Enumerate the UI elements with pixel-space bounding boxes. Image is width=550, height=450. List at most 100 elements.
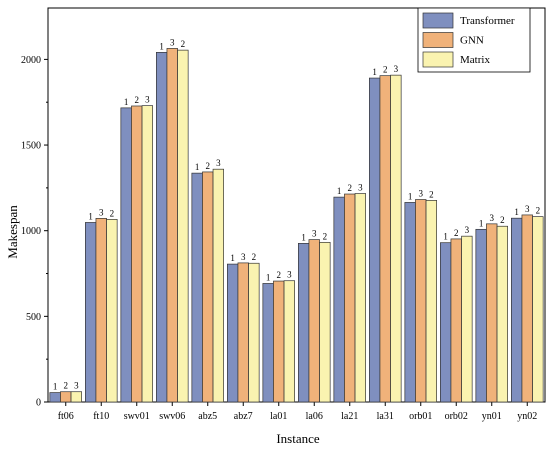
bar-transformer-orb02 — [440, 242, 452, 403]
bar-matrix-yn02 — [532, 216, 544, 403]
rank-label: 1 — [372, 67, 377, 77]
rank-label: 2 — [64, 381, 69, 391]
rank-label: 2 — [277, 270, 282, 280]
x-tick-label-yn02: yn02 — [517, 411, 537, 422]
bar-gnn-abz7 — [237, 262, 249, 403]
rank-label: 2 — [110, 208, 115, 218]
bar-matrix-orb01 — [425, 200, 437, 403]
y-tick-label: 1000 — [21, 226, 41, 237]
bar-matrix-swv06 — [177, 49, 189, 403]
bar-matrix-la01 — [283, 280, 295, 403]
rank-label: 3 — [490, 213, 495, 223]
bars: 1 2 31 3 21 2 31 3 21 2 31 3 21 2 31 3 21 2 31 2 31 3 21 2 313 21… — [49, 37, 544, 403]
rank-label: 1 — [443, 232, 448, 242]
rank-label: 1 — [514, 207, 519, 217]
bar-matrix-yn01 — [496, 225, 508, 403]
legend-swatch-matrix — [422, 51, 454, 68]
bar-transformer-orb01 — [404, 202, 416, 403]
bar-transformer-ft10 — [84, 222, 97, 403]
y-tick-label: 500 — [26, 312, 41, 323]
rank-label: 1 — [337, 186, 342, 196]
x-tick-label-orb01: orb01 — [409, 411, 432, 422]
bar-gnn-yn02 — [521, 214, 533, 403]
plot-frame — [47, 7, 546, 403]
rank-label: 3 — [394, 64, 399, 74]
x-tick-label-la06: la06 — [306, 411, 323, 422]
bar-gnn-la21 — [344, 193, 356, 403]
x-tick-label-abz5: abz5 — [198, 411, 217, 422]
legend-swatch-transformer — [422, 12, 454, 29]
bar-matrix-swv01 — [141, 105, 154, 403]
rank-label: 3 — [99, 207, 104, 217]
bar-transformer-yn02 — [511, 217, 523, 403]
legend-label-transformer: Transformer — [460, 15, 515, 27]
bar-matrix-abz7 — [248, 262, 260, 403]
legend: Transformer GNN Matrix — [417, 7, 531, 73]
y-tick-label: 2000 — [21, 55, 41, 66]
legend-label-matrix: Matrix — [460, 54, 490, 66]
bar-matrix-la06 — [319, 241, 331, 403]
bar-gnn-orb02 — [450, 238, 462, 403]
rank-label: 3 — [170, 37, 175, 47]
x-tick-label-ft06: ft06 — [58, 411, 74, 422]
rank-label: 1 — [195, 162, 200, 172]
bar-matrix-ft06 — [70, 391, 83, 403]
bar-transformer-abz5 — [191, 172, 203, 403]
bar-transformer-ft06 — [49, 392, 61, 403]
rank-label: 3 — [145, 95, 150, 105]
bar-transformer-la31 — [369, 77, 381, 403]
rank-label: 3 — [74, 381, 79, 391]
bar-gnn-la31 — [379, 75, 391, 403]
x-tick-label-swv01: swv01 — [124, 411, 150, 422]
rank-label: 1 — [53, 382, 58, 392]
x-tick-label-abz7: abz7 — [234, 411, 253, 422]
rank-label: 1 — [230, 253, 235, 263]
bar-gnn-la06 — [308, 239, 320, 403]
rank-label: 1 — [88, 211, 93, 221]
rank-label: 2 — [383, 65, 388, 75]
rank-label: 2 — [536, 206, 541, 216]
rank-label: 1 — [301, 232, 306, 242]
bar-matrix-la31 — [390, 74, 402, 403]
rank-label: 1 — [408, 191, 413, 201]
rank-label: 3 — [465, 225, 470, 235]
x-axis: ft06 ft10 swv01 swv06 abz5 abz7 la01 la06 la21 la… — [58, 402, 537, 422]
y-tick-label: 1500 — [21, 141, 41, 152]
rank-label: 3 — [358, 183, 363, 193]
x-tick-label-la01: la01 — [270, 411, 287, 422]
bar-gnn-la01 — [273, 280, 285, 403]
rank-label: 2 — [206, 161, 211, 171]
rank-label: 1 — [124, 97, 129, 107]
bar-gnn-swv06 — [166, 48, 178, 403]
legend-swatch-gnn — [422, 32, 454, 48]
bar-gnn-swv01 — [131, 105, 143, 403]
legend-label-gnn: GNN — [460, 35, 484, 47]
rank-label: 1 — [479, 218, 484, 228]
bar-matrix-orb02 — [461, 235, 473, 403]
x-tick-label-ft10: ft10 — [93, 411, 109, 422]
rank-label: 1 — [266, 272, 271, 282]
bar-transformer-swv06 — [156, 52, 168, 403]
rank-label: 3 — [525, 204, 530, 214]
bar-matrix-ft10 — [106, 219, 118, 403]
bar-transformer-yn01 — [475, 228, 487, 403]
bar-gnn-abz5 — [202, 171, 214, 403]
rank-label: 2 — [454, 228, 459, 238]
plot-area — [47, 7, 546, 403]
bar-matrix-la21 — [354, 193, 366, 403]
rank-label: 2 — [181, 39, 186, 49]
rank-label: 1 — [159, 41, 164, 51]
rank-label: 3 — [241, 252, 246, 262]
bar-transformer-abz7 — [227, 263, 239, 403]
y-axis-title: Makespan — [5, 205, 20, 259]
bar-gnn-ft06 — [60, 391, 72, 403]
y-axis: 0 500 1000 1500 2000 — [21, 55, 48, 409]
rank-label: 3 — [216, 158, 221, 168]
x-tick-label-la31: la31 — [377, 411, 394, 422]
bar-transformer-la01 — [262, 283, 274, 403]
bar-gnn-ft10 — [95, 218, 107, 403]
x-tick-label-la21: la21 — [341, 411, 358, 422]
rank-label: 2 — [500, 215, 505, 225]
bar-gnn-orb01 — [415, 199, 427, 403]
bar-transformer-swv01 — [120, 107, 132, 403]
